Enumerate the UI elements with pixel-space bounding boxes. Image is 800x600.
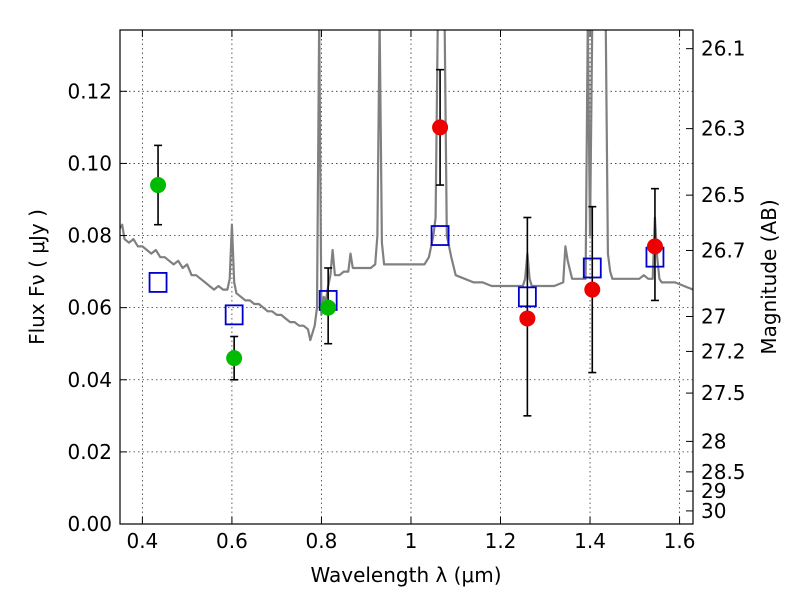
- y-axis-label-right: Magnitude (AB): [757, 199, 781, 354]
- model-photometry-square: [224, 304, 244, 326]
- x-tick-label: 0.4: [126, 529, 158, 553]
- right-tick-label: 29: [701, 479, 726, 503]
- axis-ticks: 0.4 0.6 0.8 1 1.2 1.4 1.6 0.00 0.02 0.04 0.06 0.08 0…: [67, 30, 746, 553]
- y-tick-label: 0.10: [67, 151, 112, 175]
- plot-frame: [119, 29, 694, 525]
- y-tick-label: 0.00: [67, 512, 112, 536]
- right-tick-label: 28: [701, 429, 726, 453]
- observed-point: [320, 299, 337, 316]
- y-tick-label: 0.04: [67, 368, 112, 392]
- right-tick-label: 27.5: [701, 381, 746, 405]
- observed-point: [646, 238, 663, 255]
- model-photometry-square: [430, 225, 450, 246]
- observed-point: [519, 310, 536, 327]
- right-tick-label: 26.5: [701, 183, 746, 207]
- right-tick-label: 27.2: [701, 339, 746, 363]
- observed-point: [432, 119, 449, 136]
- right-tick-label: 26.7: [701, 238, 746, 262]
- x-axis-label: Wavelength λ (μm): [310, 563, 501, 587]
- y-tick-label: 0.08: [67, 224, 112, 248]
- y-tick-label: 0.06: [67, 296, 112, 320]
- x-tick-label: 1.2: [485, 529, 517, 553]
- x-tick-label: 0.6: [216, 529, 248, 553]
- spectrum-layer: [120, 30, 693, 342]
- right-tick-label: 27: [701, 305, 726, 329]
- y-tick-label: 0.02: [67, 440, 112, 464]
- y-axis-label: Flux Fν ( μJy ): [25, 209, 49, 345]
- y-tick-label: 0.12: [67, 79, 112, 103]
- observed-point: [150, 177, 167, 194]
- observed-point: [584, 281, 601, 298]
- x-tick-label: 0.8: [306, 529, 338, 553]
- spectrum-line: [120, 30, 693, 342]
- x-tick-label: 1.6: [664, 529, 696, 553]
- right-tick-label: 30: [701, 499, 726, 523]
- model-photometry-square: [148, 272, 168, 293]
- grid: [120, 30, 693, 525]
- x-tick-label: 1: [405, 529, 418, 553]
- observed-point: [226, 350, 243, 367]
- right-tick-label: 28.5: [701, 460, 746, 484]
- right-tick-label: 26.3: [701, 117, 746, 141]
- points-layer: [148, 68, 665, 417]
- right-tick-label: 26.1: [701, 37, 746, 61]
- x-tick-label: 1.4: [574, 529, 606, 553]
